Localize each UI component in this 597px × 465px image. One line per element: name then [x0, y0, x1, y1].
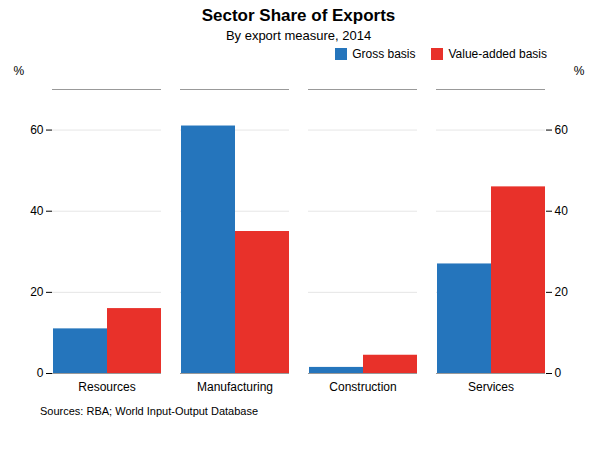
svg-text:40: 40 — [555, 204, 569, 218]
svg-text:20: 20 — [555, 285, 569, 299]
svg-text:60: 60 — [30, 123, 44, 137]
svg-text:0: 0 — [555, 366, 562, 380]
html-text:Sources: RBA; World Input-Outp: Sources: RBA; World Input-Output Databas… — [40, 405, 259, 417]
svg-text:60: 60 — [555, 123, 569, 137]
svg-text:0: 0 — [37, 366, 44, 380]
svg-text:Construction: Construction — [329, 380, 396, 394]
svg-text:40: 40 — [30, 204, 44, 218]
html-text:Value-added basis: Value-added basis — [448, 47, 547, 61]
svg-text:Services: Services — [468, 380, 514, 394]
svg-text:%: % — [14, 64, 25, 78]
svg-text:Manufacturing: Manufacturing — [197, 380, 273, 394]
html-text:Gross basis: Gross basis — [352, 47, 416, 61]
svg-text:Resources: Resources — [78, 380, 135, 394]
svg-text:%: % — [574, 64, 585, 78]
html-text:Sector Share of Exports: Sector Share of Exports — [201, 6, 396, 25]
svg-text:20: 20 — [30, 285, 44, 299]
html-text:By export measure, 2014: By export measure, 2014 — [225, 28, 372, 43]
